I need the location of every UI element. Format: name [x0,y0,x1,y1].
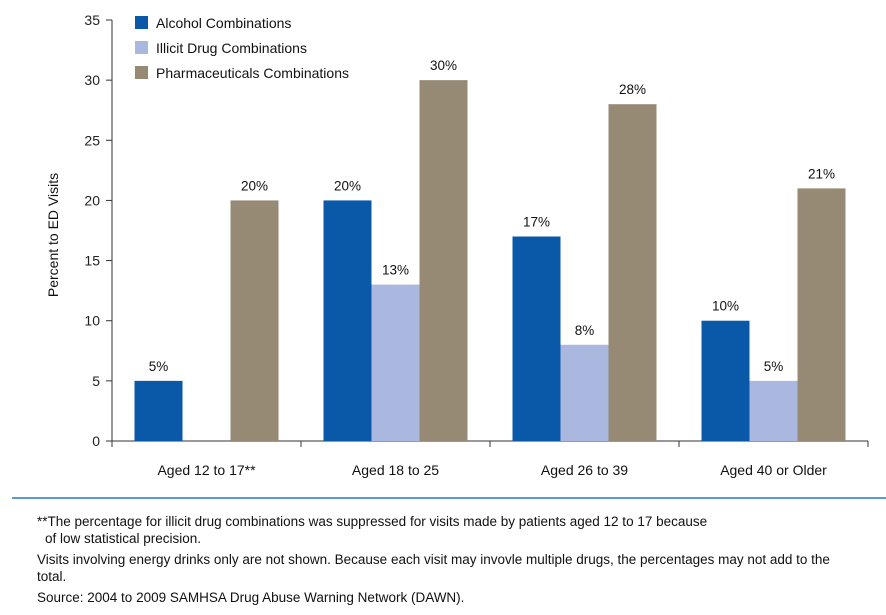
y-tick-label: 35 [84,12,100,28]
data-label: 8% [575,323,595,338]
bar [701,320,750,441]
footnote-suppression-line1: **The percentage for illicit drug combin… [37,514,708,529]
y-axis: 0 5 10 15 20 25 30 35 [84,12,113,449]
y-tick-label: 15 [84,253,100,269]
data-label: 30% [430,58,457,73]
legend-swatch [135,66,148,79]
bar [797,188,846,441]
bar [560,344,609,441]
footnote-source: Source: 2004 to 2009 SAMHSA Drug Abuse W… [37,590,465,605]
bars [134,80,846,442]
data-label: 17% [523,215,550,230]
x-axis: Aged 12 to 17** Aged 18 to 25 Aged 26 to 3… [111,440,869,478]
y-tick-label: 0 [92,433,100,449]
data-label: 20% [241,178,268,193]
divider-line [12,497,886,499]
footnote-energy-drinks: Visits involving energy drinks only are … [37,552,830,584]
y-tick-label: 25 [84,132,100,148]
y-tick-label: 20 [84,192,100,208]
y-tick-label: 10 [84,313,100,329]
bar [608,104,657,441]
bar [323,200,372,441]
data-label: 5% [149,359,169,374]
footnote-suppression: **The percentage for illicit drug combin… [37,513,857,547]
footnotes: **The percentage for illicit drug combin… [37,513,857,610]
data-label: 21% [808,166,835,181]
y-tick-label: 5 [92,373,100,389]
bar [512,236,561,441]
bar [230,200,279,441]
footnote-suppression-line2: of low statistical precision. [45,531,202,546]
legend-swatch [135,16,148,29]
data-label: 20% [334,178,361,193]
data-labels: 5% 20% 20% 13% 30% 17% 8% 28% 10% 5% 21% [149,58,835,374]
y-tick-label: 30 [84,72,100,88]
legend-label: Pharmaceuticals Combinations [156,65,349,81]
y-axis-label: Percent to ED Visits [45,173,61,297]
data-label: 13% [382,263,409,278]
data-label: 10% [712,299,739,314]
legend-label: Illicit Drug Combinations [156,40,307,56]
data-label: 28% [619,82,646,97]
legend-swatch [135,41,148,54]
bar [371,284,420,441]
x-category-label: Aged 12 to 17** [157,462,256,478]
legend-label: Alcohol Combinations [156,15,291,31]
bar [749,380,798,441]
x-category-label: Aged 18 to 25 [352,462,439,478]
bar [134,380,183,441]
x-category-label: Aged 26 to 39 [541,462,628,478]
bar [419,80,468,442]
bar-chart: 0 5 10 15 20 25 30 35 Aged 12 to 17** Aged 18 to… [45,12,869,478]
legend: Alcohol Combinations Illicit Drug Combina… [135,15,349,81]
data-label: 5% [764,359,784,374]
x-category-label: Aged 40 or Older [720,462,827,478]
